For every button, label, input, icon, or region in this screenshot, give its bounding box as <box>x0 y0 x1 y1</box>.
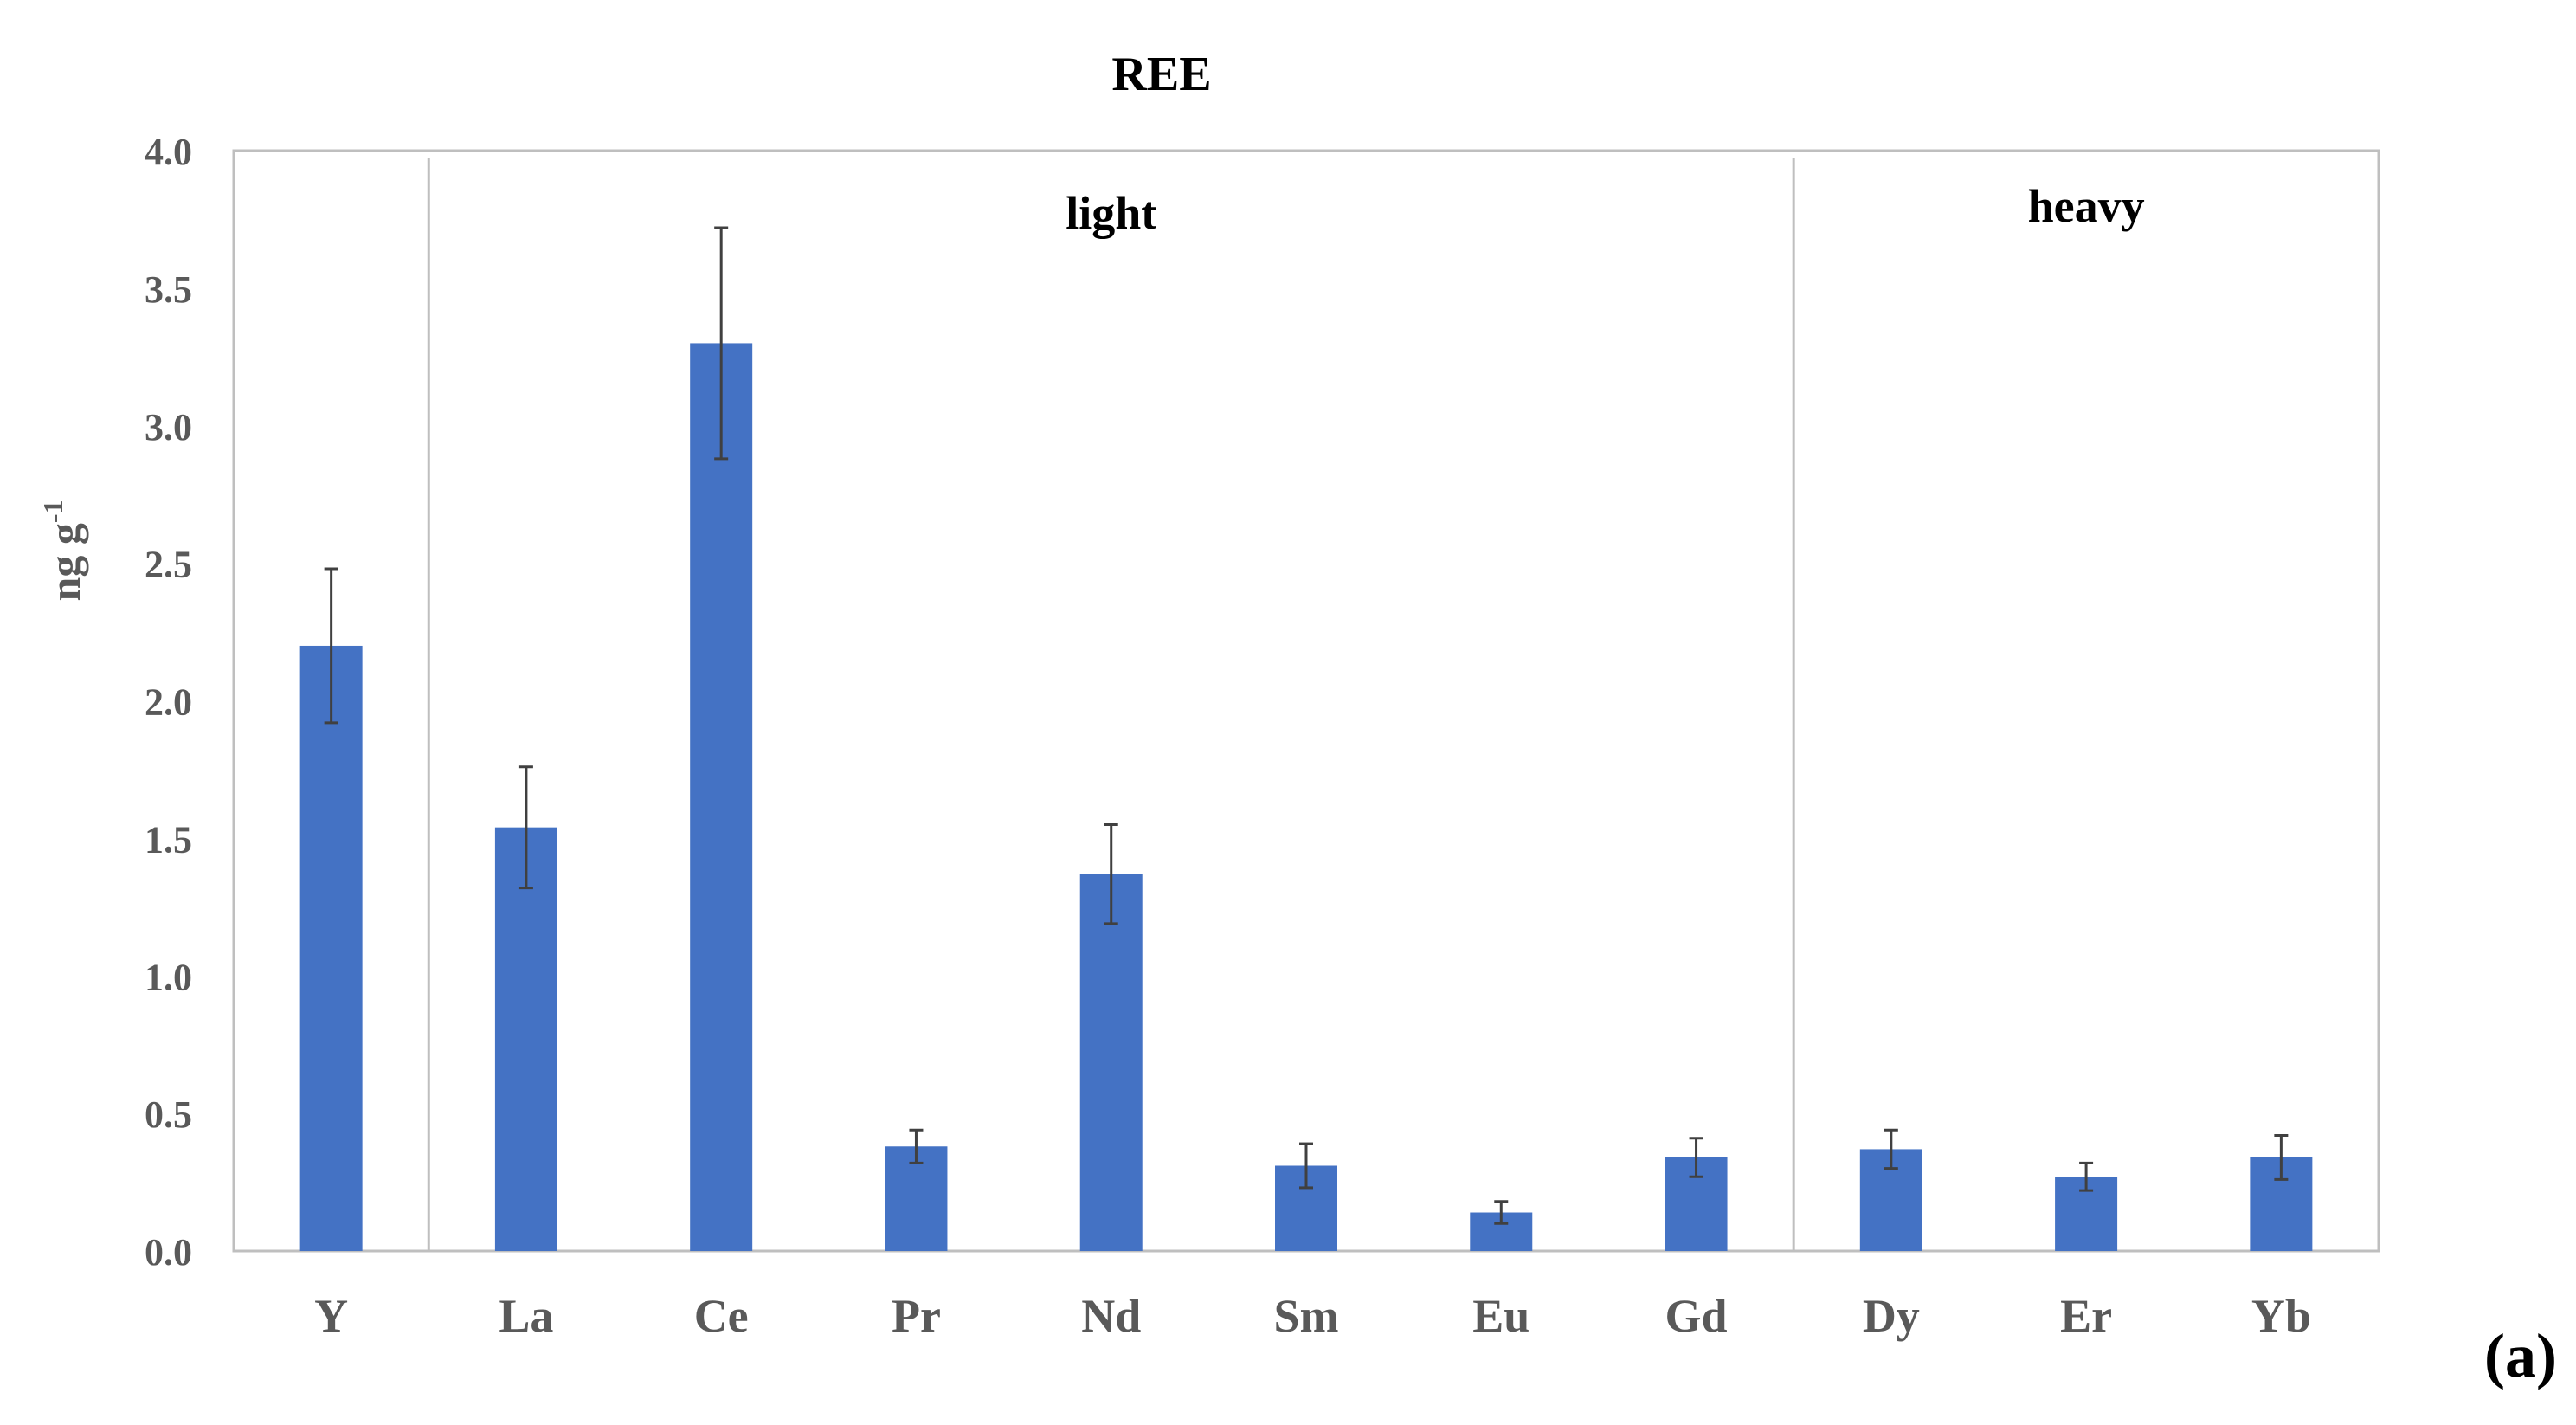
bar-nd <box>1079 874 1143 1251</box>
bar-la <box>494 827 557 1251</box>
group-label-light: light <box>1066 187 1156 239</box>
error-bar-dy <box>1884 1128 1898 1170</box>
error-bar-yb <box>2274 1134 2289 1181</box>
error-bar-ce <box>714 226 729 461</box>
y-tick-label: 0.0 <box>145 1231 192 1273</box>
error-bar-la <box>518 765 533 890</box>
bar-ce <box>690 343 753 1251</box>
error-bar-sm <box>1299 1142 1313 1190</box>
panel-label: (a) <box>2484 1321 2557 1390</box>
y-axis-label: ng g-1 <box>37 500 89 602</box>
y-tick-label: 2.5 <box>145 544 192 586</box>
y-tick-label: 1.5 <box>145 818 192 861</box>
x-tick-label: La <box>499 1290 553 1342</box>
y-tick-label: 2.0 <box>145 681 192 724</box>
x-tick-label: Y <box>314 1290 348 1342</box>
bar-y <box>299 645 363 1251</box>
error-bar-pr <box>909 1128 924 1164</box>
y-tick-label: 1.0 <box>145 956 192 998</box>
y-tick-label: 3.5 <box>145 268 192 311</box>
x-tick-label: Pr <box>892 1290 941 1342</box>
bars <box>299 343 2313 1251</box>
x-tick-label: Sm <box>1273 1290 1338 1342</box>
y-axis-tick-labels: 0.0 0.5 1.0 1.5 2.0 2.5 3.0 3.5 4.0 <box>145 131 192 1273</box>
x-tick-label: Er <box>2060 1290 2112 1342</box>
group-labels: light heavy <box>1066 180 2144 239</box>
x-axis-tick-labels: Y La Ce Pr Nd Sm Eu Gd Dy Er Yb <box>314 1290 2311 1342</box>
error-bars <box>324 226 2289 1225</box>
y-axis-label-main: ng g <box>41 523 89 601</box>
y-tick-label: 0.5 <box>145 1093 192 1136</box>
error-bar-er <box>2079 1161 2094 1192</box>
x-tick-label: Dy <box>1863 1290 1920 1342</box>
error-bar-nd <box>1104 822 1118 925</box>
x-tick-label: Gd <box>1665 1290 1728 1342</box>
x-tick-label: Eu <box>1472 1290 1530 1342</box>
error-bar-gd <box>1689 1137 1703 1178</box>
group-dividers <box>427 158 1795 1251</box>
y-tick-label: 4.0 <box>145 131 192 173</box>
group-label-heavy: heavy <box>2028 180 2145 232</box>
x-tick-label: Yb <box>2251 1290 2311 1342</box>
error-bar-y <box>324 567 338 725</box>
chart-title: REE <box>1111 48 1211 101</box>
x-tick-label: Nd <box>1081 1290 1141 1342</box>
error-bar-eu <box>1494 1200 1509 1225</box>
y-axis-label-superscript: -1 <box>37 500 68 524</box>
x-tick-label: Ce <box>694 1290 749 1342</box>
y-tick-label: 3.0 <box>145 406 192 448</box>
